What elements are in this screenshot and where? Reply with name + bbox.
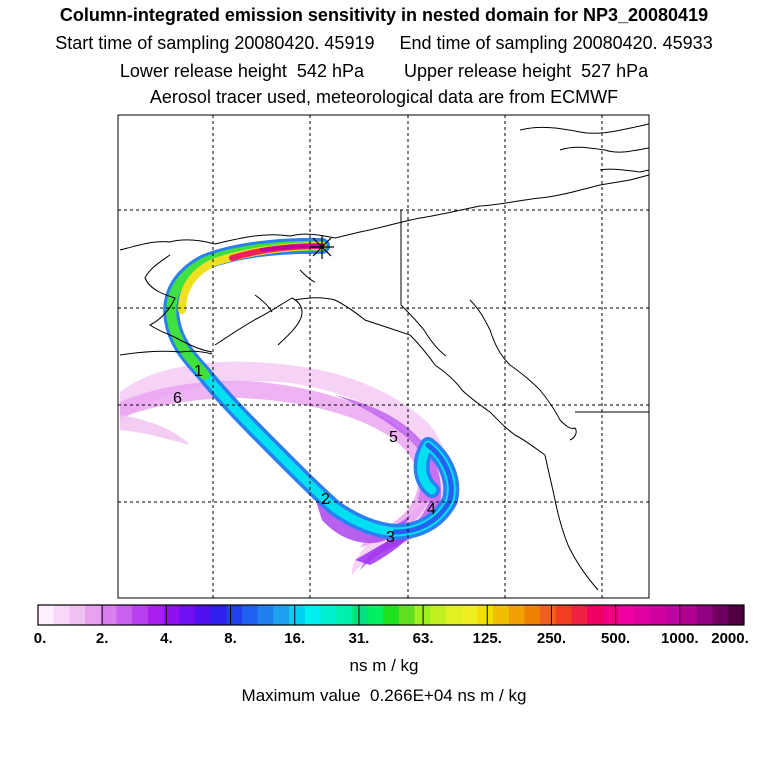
colorbar-tick-label: 125. xyxy=(472,630,502,647)
colorbar-cell xyxy=(540,605,557,625)
day-marker-1: 1 xyxy=(194,363,203,380)
colorbar-cell xyxy=(289,605,306,625)
colorbar-frame xyxy=(37,604,745,626)
colorbar-cell xyxy=(336,605,353,625)
colorbar-cell xyxy=(634,605,651,625)
colorbar-cell xyxy=(430,605,447,625)
colorbar-cell xyxy=(618,605,635,625)
day-marker-4: 4 xyxy=(427,501,436,518)
colorbar-cell xyxy=(226,605,243,625)
colorbar-cell xyxy=(461,605,478,625)
colorbar-tick-label: 63. xyxy=(412,630,434,647)
colorbar-tick-label: 8. xyxy=(224,630,237,647)
colorbar-cell xyxy=(508,605,525,625)
colorbar-cell xyxy=(69,605,86,625)
colorbar-tick-label: 250. xyxy=(536,630,567,647)
colorbar-cell xyxy=(587,605,604,625)
map-frame xyxy=(117,114,650,599)
colorbar-cell xyxy=(681,605,698,625)
colorbar-cell xyxy=(273,605,290,625)
colorbar-cell xyxy=(477,605,494,625)
coastlines xyxy=(119,123,649,591)
colorbar-units: ns m / kg xyxy=(349,656,419,675)
colorbar-cell xyxy=(571,605,588,625)
asterisk-icon xyxy=(310,235,334,259)
map-content: 1 2 3 4 5 6 xyxy=(118,115,649,598)
day-marker-2: 2 xyxy=(321,491,330,508)
colorbar-cell xyxy=(116,605,133,625)
colorbar-cell xyxy=(602,605,619,625)
maximum-value-line: Maximum value 0.266E+04 ns m / kg xyxy=(241,686,527,705)
tracer-source-line: Aerosol tracer used, meteorological data… xyxy=(149,87,619,107)
lat-lon-grid xyxy=(118,115,649,598)
colorbar-cell xyxy=(665,605,682,625)
colorbar-cell xyxy=(100,605,117,625)
colorbar-cell xyxy=(712,605,729,625)
colorbar-cell xyxy=(132,605,149,625)
colorbar-cell xyxy=(649,605,667,625)
colorbar-cell xyxy=(163,605,180,625)
colorbar-cell xyxy=(728,605,745,625)
colorbar-cell xyxy=(304,605,321,625)
colorbar-tick-label: 1000. xyxy=(661,630,699,647)
colorbar-cell xyxy=(53,605,70,625)
colorbar-cell xyxy=(351,605,368,625)
release-height-line: Lower release height 542 hPa Upper relea… xyxy=(119,61,649,81)
sampling-time-line: Start time of sampling 20080420. 45919 E… xyxy=(55,33,713,53)
colorbar-cell xyxy=(398,605,416,625)
colorbar-cell xyxy=(257,605,274,625)
political-borders xyxy=(400,210,649,413)
colorbar-tick-label: 0. xyxy=(33,630,47,647)
colorbar-tick-label: 16. xyxy=(284,630,306,647)
day-marker-3: 3 xyxy=(386,529,395,546)
colorbar-tick-label: 500. xyxy=(601,630,631,647)
colorbar-cell xyxy=(241,605,259,625)
colorbar-cell xyxy=(194,605,212,625)
sensitivity-plume-core xyxy=(163,237,460,540)
colorbar-cell xyxy=(210,605,227,625)
colorbar-cell xyxy=(383,605,400,625)
colorbar-cell xyxy=(147,605,165,625)
colorbar-cell xyxy=(696,605,714,625)
colorbar-cell xyxy=(524,605,541,625)
colorbar xyxy=(38,605,745,625)
colorbar-cell xyxy=(320,605,337,625)
colorbar-tick-label: 4. xyxy=(160,630,173,647)
colorbar-cell xyxy=(179,605,196,625)
colorbar-tick-label: 2. xyxy=(95,630,109,647)
colorbar-cell xyxy=(555,605,572,625)
colorbar-cell xyxy=(85,605,102,625)
day-marker-6: 6 xyxy=(173,390,182,407)
map-title: Column-integrated emission sensitivity i… xyxy=(59,5,709,25)
colorbar-tick-label: 2000. xyxy=(711,630,749,647)
colorbar-cell xyxy=(445,605,463,625)
colorbar-cell xyxy=(367,605,384,625)
colorbar-tick-label: 31. xyxy=(348,630,370,647)
colorbar-cell xyxy=(38,605,55,625)
colorbar-dividers xyxy=(37,605,745,625)
colorbar-cell xyxy=(492,605,510,625)
day-marker-5: 5 xyxy=(389,429,398,446)
